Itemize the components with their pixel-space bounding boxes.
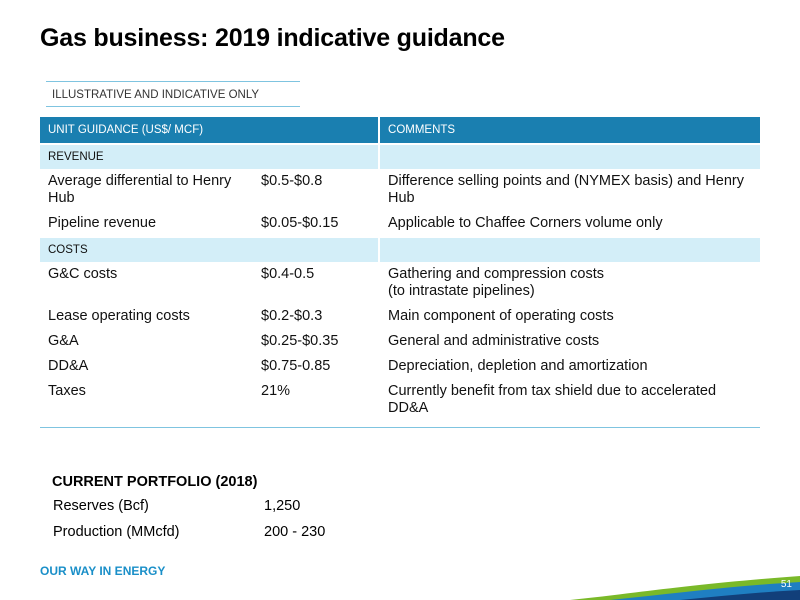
row-comment: Difference selling points and (NYMEX bas… — [388, 173, 744, 206]
footer-wave-graphic — [570, 576, 800, 600]
table-row: Pipeline revenue $0.05-$0.15 Applicable … — [40, 211, 760, 236]
row-item: G&C costs — [48, 266, 118, 282]
row-comment-line2: (to intrastate pipelines) — [388, 283, 535, 299]
portfolio-value: 200 - 230 — [264, 524, 326, 540]
row-comment: Gathering and compression costs (to intr… — [380, 262, 760, 304]
row-comment: Depreciation, depletion and amortization — [388, 358, 648, 374]
portfolio-label: Production (MMcfd) — [53, 524, 180, 540]
header-comments: COMMENTS — [380, 117, 761, 143]
header-unit-guidance: UNIT GUIDANCE (US$/ MCF) — [40, 117, 381, 143]
row-comment: General and administrative costs — [388, 333, 600, 349]
section-revenue-row: REVENUE — [40, 143, 761, 169]
row-item: DD&A — [48, 358, 89, 374]
portfolio-label: Reserves (Bcf) — [53, 498, 149, 514]
table-row: Taxes 21% Currently benefit from tax shi… — [40, 379, 761, 428]
row-comment: Main component of operating costs — [388, 308, 614, 324]
table-row: G&A $0.25-$0.35 General and administrati… — [40, 329, 760, 354]
portfolio-value: 1,250 — [264, 498, 301, 514]
row-comment: Applicable to Chaffee Corners volume onl… — [388, 215, 663, 231]
table-row: DD&A $0.75-0.85 Depreciation, depletion … — [40, 354, 760, 379]
portfolio-title: CURRENT PORTFOLIO (2018) — [52, 474, 258, 490]
portfolio-row: Production (MMcfd) 200 - 230 — [40, 519, 760, 545]
table-row: G&C costs $0.4-0.5 Gathering and compres… — [40, 262, 760, 304]
row-value: $0.2-$0.3 — [261, 308, 323, 324]
section-revenue-blank — [380, 143, 761, 169]
section-costs-row: COSTS — [40, 236, 761, 262]
section-revenue-label: REVENUE — [40, 143, 381, 169]
row-item: Taxes — [40, 379, 253, 428]
section-costs-blank — [380, 236, 761, 262]
page-number: 51 — [780, 579, 792, 590]
disclaimer-label: ILLUSTRATIVE AND INDICATIVE ONLY — [46, 81, 300, 107]
row-value: $0.5-$0.8 — [261, 173, 323, 189]
page-title: Gas business: 2019 indicative guidance — [40, 24, 505, 52]
row-value: 21% — [253, 379, 381, 428]
current-portfolio-section: CURRENT PORTFOLIO (2018) Reserves (Bcf) … — [40, 465, 760, 545]
portfolio-row: Reserves (Bcf) 1,250 — [40, 493, 760, 519]
row-value: $0.75-0.85 — [261, 358, 331, 374]
row-comment-line1: Gathering and compression costs — [388, 266, 605, 282]
row-item: Lease operating costs — [48, 308, 190, 324]
row-value: $0.25-$0.35 — [261, 333, 339, 349]
table-header-row: UNIT GUIDANCE (US$/ MCF) COMMENTS — [40, 117, 761, 143]
table-row: Average differential to Henry Hub $0.5-$… — [40, 169, 760, 211]
row-value: $0.05-$0.15 — [261, 215, 339, 231]
row-item: G&A — [48, 333, 79, 349]
row-item: Average differential to Henry Hub — [48, 173, 232, 206]
row-value: $0.4-0.5 — [261, 266, 315, 282]
section-costs-label: COSTS — [40, 236, 381, 262]
guidance-table: UNIT GUIDANCE (US$/ MCF) COMMENTS REVENU… — [40, 117, 761, 428]
footer-tagline: OUR WAY IN ENERGY — [40, 564, 166, 578]
row-item: Pipeline revenue — [48, 215, 157, 231]
table-row: Lease operating costs $0.2-$0.3 Main com… — [40, 304, 760, 329]
row-comment: Currently benefit from tax shield due to… — [380, 379, 761, 428]
